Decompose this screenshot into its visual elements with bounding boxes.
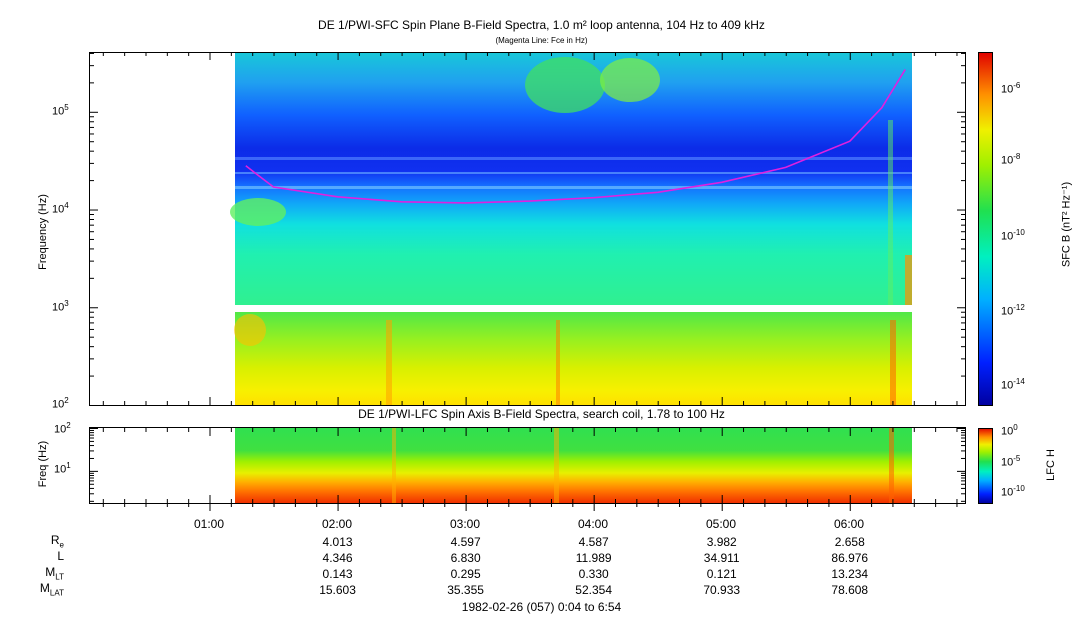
- lfc-burst: [554, 428, 559, 503]
- ephemeris-value: 0.121: [706, 567, 737, 581]
- ephemeris-value: 0.295: [450, 567, 481, 581]
- panel1-subtitle: (Magenta Line: Fce in Hz): [495, 36, 588, 45]
- ephemeris-value: 2.658: [834, 535, 865, 549]
- ephem-name-re: Re: [50, 533, 64, 550]
- ephemeris-value: 70.933: [703, 583, 741, 597]
- footer-date-range: 1982-02-26 (057) 0:04 to 6:54: [461, 600, 622, 614]
- ephemeris-value: 3.982: [706, 535, 737, 549]
- colorbar2-frame: [978, 428, 993, 504]
- ephemeris-value: 4.346: [322, 551, 353, 565]
- y-tick-label: 102: [52, 396, 69, 411]
- ephemeris-value: 13.234: [831, 567, 869, 581]
- x-tick-label: 02:00: [321, 517, 353, 531]
- sfc-burst: [888, 120, 893, 305]
- sfc-emission-patch: [600, 58, 660, 102]
- sfc-lower-band: [235, 312, 912, 405]
- ephemeris-value: 35.355: [447, 583, 484, 597]
- x-tick-label: 03:00: [449, 517, 481, 531]
- sfc-burst: [890, 320, 896, 405]
- colorbar2: [978, 428, 992, 503]
- sfc-line-feature: [235, 186, 912, 189]
- lfc-band: [235, 428, 912, 503]
- ephemeris-value: 86.976: [831, 551, 869, 565]
- ephemeris-value: 4.587: [578, 535, 609, 549]
- x-tick-label: 04:00: [577, 517, 609, 531]
- ephemeris-value: 34.911: [703, 551, 740, 565]
- panel1-frame: [89, 52, 966, 406]
- fce-magenta-line: [245, 69, 906, 204]
- colorbar2-tick: 10-10: [1001, 484, 1025, 499]
- colorbar2-tick: 10-5: [1001, 454, 1021, 469]
- sfc-burst: [386, 320, 392, 405]
- lfc-burst: [889, 428, 894, 503]
- sfc-emission-patch: [905, 255, 912, 305]
- y-tick-label: 105: [52, 103, 69, 118]
- lfc-spectrogram: [235, 428, 912, 503]
- colorbar1-tick: 10-8: [1001, 152, 1021, 167]
- ephem-name-mlat: MLAT: [39, 581, 64, 598]
- y-tick-label: 103: [52, 299, 69, 314]
- sfc-burst: [556, 320, 560, 405]
- panel1-title: DE 1/PWI-SFC Spin Plane B-Field Spectra,…: [318, 18, 765, 32]
- ephemeris-value: 4.597: [450, 535, 481, 549]
- ephemeris-value: 15.603: [319, 583, 356, 597]
- ephemeris-value: 4.013: [322, 535, 353, 549]
- ephemeris-value: 52.354: [575, 583, 612, 597]
- sfc-emission-patch: [525, 57, 605, 113]
- ephemeris-value: 0.143: [322, 567, 353, 581]
- colorbar1-tick: 10-14: [1001, 377, 1025, 392]
- colorbar1-frame: [978, 52, 993, 406]
- colorbar1-tick: 10-10: [1001, 228, 1025, 243]
- ephem-name-l: L: [57, 549, 64, 563]
- y-tick-label: 102: [54, 421, 71, 436]
- x-tick-label: 01:00: [193, 517, 225, 531]
- ephemeris-value: 11.989: [575, 551, 612, 565]
- panel2-title: DE 1/PWI-LFC Spin Axis B-Field Spectra, …: [358, 407, 725, 421]
- sfc-spectrogram: [230, 52, 912, 405]
- x-tick-label: 05:00: [705, 517, 737, 531]
- colorbar1: [978, 52, 992, 405]
- ephemeris-value: 0.330: [578, 567, 609, 581]
- sfc-emission-patch: [230, 198, 286, 226]
- y-tick-label: 104: [52, 201, 69, 216]
- colorbar1-tick: 10-6: [1001, 81, 1021, 96]
- lfc-burst: [392, 428, 396, 503]
- y-tick-label: 101: [54, 461, 71, 476]
- ephemeris-value: 78.608: [831, 583, 869, 597]
- colorbar1-tick: 10-12: [1001, 303, 1025, 318]
- sfc-line-feature: [235, 157, 912, 160]
- ephem-name-mlt: MLT: [45, 565, 64, 582]
- x-tick-label: 06:00: [833, 517, 865, 531]
- ephemeris-value: 6.830: [450, 551, 481, 565]
- sfc-emission-patch: [234, 314, 266, 346]
- colorbar2-tick: 100: [1001, 423, 1018, 438]
- panel2-frame: [89, 427, 966, 504]
- sfc-line-feature: [235, 172, 912, 174]
